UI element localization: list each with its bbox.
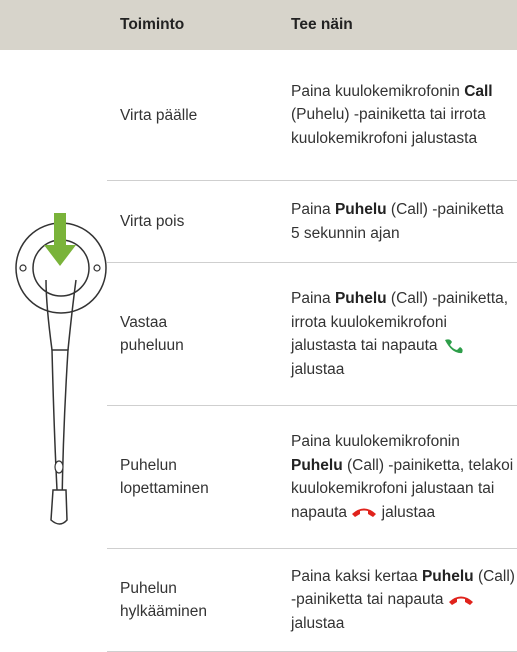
table-row: Virta päälle Paina kuulokemikrofonin Cal… — [107, 50, 517, 181]
action-cell: Virta pois — [120, 213, 185, 230]
reject-call-icon — [448, 596, 473, 606]
text: Paina kaksi kertaa — [291, 567, 422, 585]
text: jalustaa — [291, 614, 345, 632]
text: (Call) -painiketta 5 sekunnin ajan — [291, 201, 504, 242]
table-row: Puhelun hylkääminen Paina kaksi kertaa P… — [107, 549, 517, 652]
bold-text: Puhelu — [421, 567, 474, 585]
text: (Call) -painiketta, telakoi kuulokemikro… — [291, 456, 514, 521]
action-cell: Puhelun lopettaminen — [120, 457, 209, 497]
text: Paina — [291, 290, 335, 307]
text: jalustaa — [377, 503, 436, 521]
answer-icon — [444, 339, 463, 353]
bold-text: Call — [464, 82, 493, 100]
instruction-cell: Paina Puhelu (Call) -painiketta, irrota … — [291, 263, 515, 405]
text: (Puhelu) -painiketta tai irrota kuulokem… — [291, 106, 486, 147]
table-header: Toiminto Tee näin — [0, 0, 517, 50]
table-row: Vastaa puheluun Paina Puhelu (Call) -pai… — [107, 263, 517, 406]
text: Paina kuulokemikrofonin — [291, 82, 465, 100]
bold-text: Puhelu — [291, 456, 343, 474]
text: (Call) -painiketta tai napauta — [291, 567, 515, 609]
action-cell: Puhelun hylkääminen — [120, 580, 208, 620]
bold-text: Puhelu — [334, 290, 387, 307]
header-cell: Tee näin — [291, 16, 353, 33]
instruction-cell: Paina Puhelu (Call) -painiketta 5 sekunn… — [291, 181, 515, 262]
header-cell: Toiminto — [120, 16, 185, 33]
instruction-cell: Paina kuulokemikrofonin Puhelu (Call) -p… — [291, 406, 515, 548]
headset-illustration — [15, 213, 107, 525]
instruction-cell: Paina kuulokemikrofonin Call (Puhelu) -p… — [291, 50, 515, 180]
text: Paina kuulokemikrofonin — [291, 433, 460, 450]
bold-text: Puhelu — [334, 201, 387, 218]
text: jalustaa — [291, 360, 345, 378]
table-row: Virta pois Paina Puhelu (Call) -painiket… — [107, 181, 517, 263]
end-call-icon — [352, 508, 377, 518]
text: (Call) -painiketta, irrota kuulokemikrof… — [291, 290, 509, 354]
instruction-cell: Paina kaksi kertaa Puhelu (Call) -painik… — [291, 549, 515, 651]
text: Paina — [291, 201, 335, 218]
table-row: Puhelun lopettaminen Paina kuulokemikrof… — [107, 406, 517, 549]
action-cell: Vastaa puheluun — [120, 314, 184, 354]
action-cell: Virta päälle — [120, 106, 198, 124]
